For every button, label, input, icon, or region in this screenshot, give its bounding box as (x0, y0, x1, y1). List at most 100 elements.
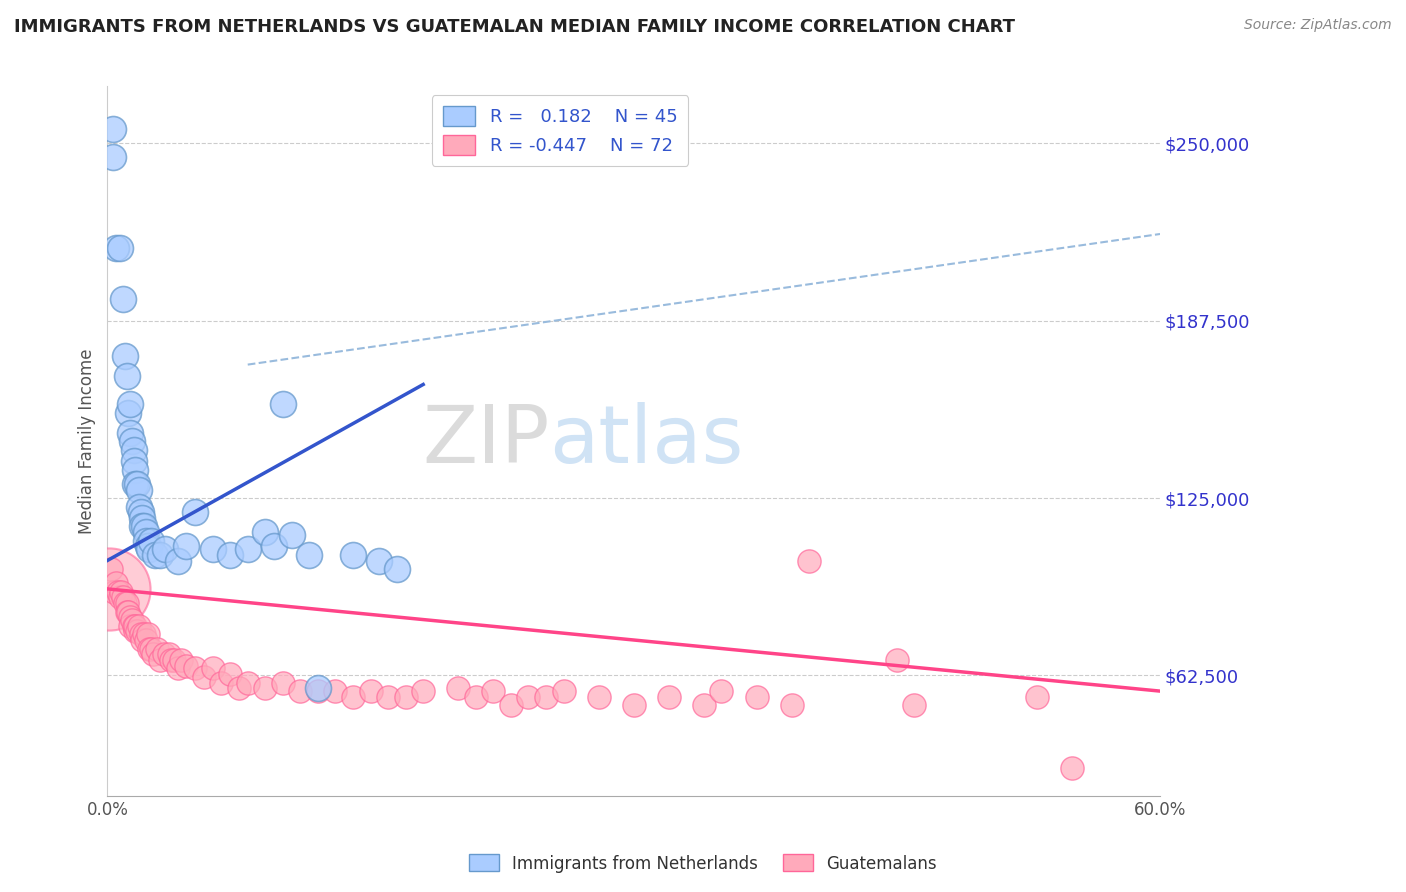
Point (219, 548, 242, 562)
Point (903, 698, 925, 713)
Point (517, 690, 540, 704)
Point (129, 627, 152, 641)
Point (254, 525, 277, 540)
Point (127, 624, 149, 639)
Point (886, 653, 908, 667)
Point (149, 548, 172, 562)
Point (114, 596, 136, 610)
Point (395, 690, 418, 704)
Point (623, 698, 645, 713)
Point (120, 610, 142, 624)
Point (710, 684, 733, 698)
Point (127, 476, 149, 491)
Point (122, 619, 145, 633)
Point (360, 684, 382, 698)
Point (141, 533, 163, 548)
Point (745, 690, 768, 704)
Point (136, 627, 159, 641)
Text: ZIP: ZIP (422, 402, 550, 480)
Point (124, 619, 146, 633)
Point (193, 670, 215, 684)
Point (447, 681, 470, 696)
Point (307, 681, 329, 696)
Point (105, 241, 128, 255)
Point (120, 619, 142, 633)
Legend: R =   0.182    N = 45, R = -0.447    N = 72: R = 0.182 N = 45, R = -0.447 N = 72 (432, 95, 688, 166)
Point (499, 698, 522, 713)
Point (236, 542, 259, 557)
Point (342, 548, 364, 562)
Point (101, 150, 124, 164)
Point (201, 542, 224, 557)
Point (135, 533, 157, 548)
Point (117, 605, 139, 619)
Point (98, 582, 121, 596)
Point (219, 667, 242, 681)
Point (112, 591, 135, 605)
Point (464, 690, 486, 704)
Point (155, 542, 177, 557)
Point (138, 542, 160, 557)
Point (184, 661, 207, 675)
Text: Source: ZipAtlas.com: Source: ZipAtlas.com (1244, 18, 1392, 32)
Point (120, 397, 142, 411)
Point (134, 519, 156, 533)
Point (482, 684, 505, 698)
Point (1026, 690, 1049, 704)
Point (209, 675, 232, 690)
Point (134, 627, 156, 641)
Point (263, 539, 285, 553)
Point (122, 454, 145, 468)
Point (298, 548, 321, 562)
Point (271, 675, 294, 690)
Point (325, 684, 347, 698)
Point (101, 122, 124, 136)
Point (121, 613, 143, 627)
Point (797, 553, 820, 567)
Point (142, 647, 165, 661)
Point (115, 605, 138, 619)
Point (138, 641, 160, 656)
Point (128, 619, 150, 633)
Point (124, 463, 146, 477)
Point (124, 476, 146, 491)
Point (280, 528, 302, 542)
Point (100, 562, 122, 576)
Point (135, 525, 157, 540)
Point (176, 539, 198, 553)
Point (145, 641, 167, 656)
Point (201, 661, 224, 675)
Point (143, 548, 166, 562)
Point (163, 653, 186, 667)
Point (117, 406, 139, 420)
Point (534, 690, 557, 704)
Point (412, 684, 434, 698)
Point (107, 584, 129, 599)
Point (103, 584, 125, 599)
Point (290, 684, 312, 698)
Point (112, 293, 135, 307)
Text: IMMIGRANTS FROM NETHERLANDS VS GUATEMALAN MEDIAN FAMILY INCOME CORRELATION CHART: IMMIGRANTS FROM NETHERLANDS VS GUATEMALA… (14, 18, 1015, 36)
Point (693, 698, 716, 713)
Point (176, 658, 198, 673)
Point (115, 368, 138, 383)
Point (152, 647, 174, 661)
Y-axis label: Median Family Income: Median Family Income (79, 349, 96, 534)
Legend: Immigrants from Netherlands, Guatemalans: Immigrants from Netherlands, Guatemalans (463, 847, 943, 880)
Point (128, 483, 150, 497)
Point (149, 653, 172, 667)
Point (385, 562, 408, 576)
Point (110, 584, 132, 599)
Point (131, 511, 153, 525)
Point (228, 681, 250, 696)
Point (166, 553, 188, 567)
Point (368, 553, 391, 567)
Point (128, 500, 150, 514)
Point (780, 698, 803, 713)
Point (135, 632, 157, 647)
Point (170, 653, 193, 667)
Point (658, 690, 681, 704)
Point (157, 647, 180, 661)
Point (166, 661, 188, 675)
Point (553, 684, 575, 698)
